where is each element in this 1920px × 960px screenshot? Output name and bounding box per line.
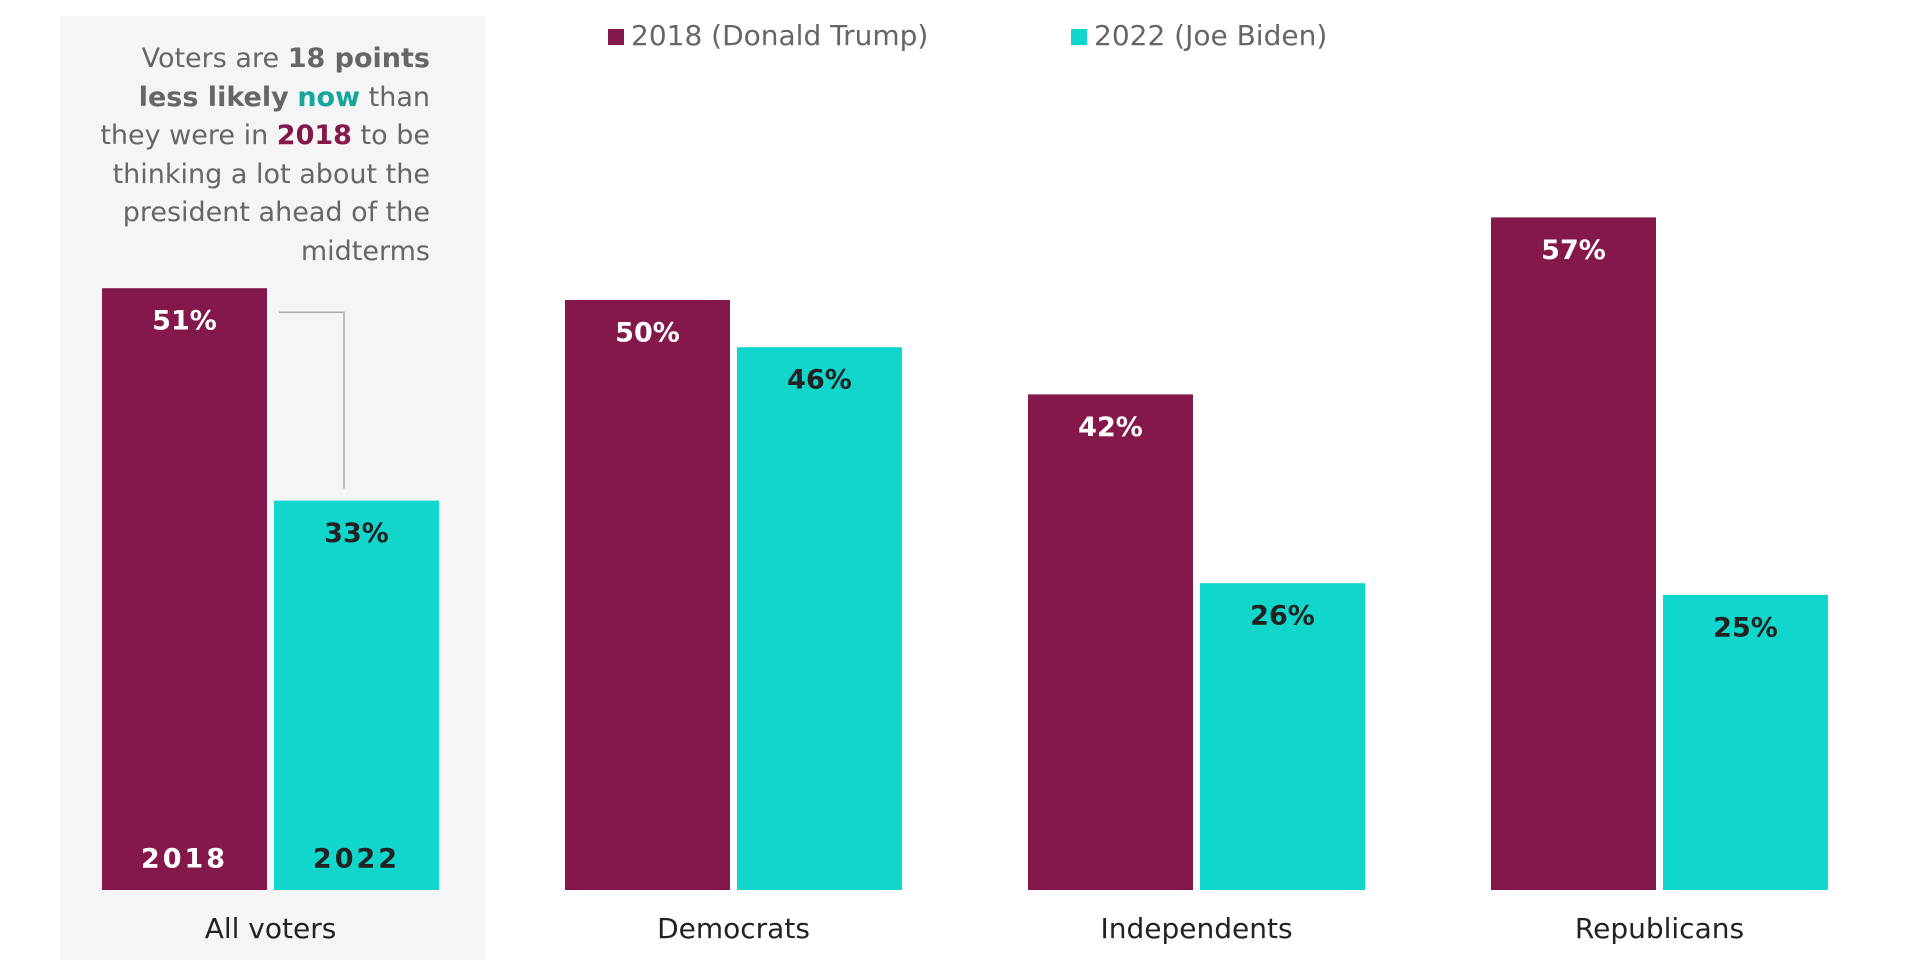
bar [102, 288, 267, 890]
annotation-text: Voters are [141, 43, 280, 74]
annotation-text: to be thinking a lot about the president… [112, 120, 430, 267]
x-tick-label: All voters [205, 912, 337, 945]
value-label: 51% [152, 306, 217, 337]
bracket [279, 311, 345, 489]
bar [737, 347, 902, 890]
value-label: 42% [1078, 412, 1143, 443]
legend-label: 2018 (Donald Trump) [631, 19, 928, 52]
bar [1663, 595, 1828, 890]
annotation-text: 18 points less likely [138, 43, 430, 113]
bar-inner-label: 2022 [313, 844, 400, 875]
value-label: 26% [1250, 601, 1315, 632]
bar [1028, 394, 1193, 890]
x-tick-label: Democrats [657, 912, 810, 945]
legend-swatch [1071, 29, 1087, 45]
x-tick-label: Republicans [1575, 912, 1744, 945]
annotation-text: than they were in [100, 81, 430, 152]
bar [565, 300, 730, 890]
annotation: Voters are 18 points less likely now tha… [80, 40, 430, 271]
legend-swatch [608, 29, 624, 45]
annotation-text: now [297, 81, 361, 113]
value-label: 33% [324, 518, 389, 549]
bar [1200, 583, 1365, 890]
value-label: 57% [1541, 235, 1606, 266]
bar [274, 500, 439, 890]
bar-inner-label: 2018 [141, 844, 228, 875]
annotation-text: 2018 [276, 120, 352, 151]
value-label: 50% [615, 318, 680, 349]
value-label: 46% [787, 365, 852, 396]
value-label: 25% [1713, 613, 1778, 644]
bar [1491, 217, 1656, 890]
legend-label: 2022 (Joe Biden) [1094, 19, 1327, 52]
x-tick-label: Independents [1100, 912, 1292, 945]
